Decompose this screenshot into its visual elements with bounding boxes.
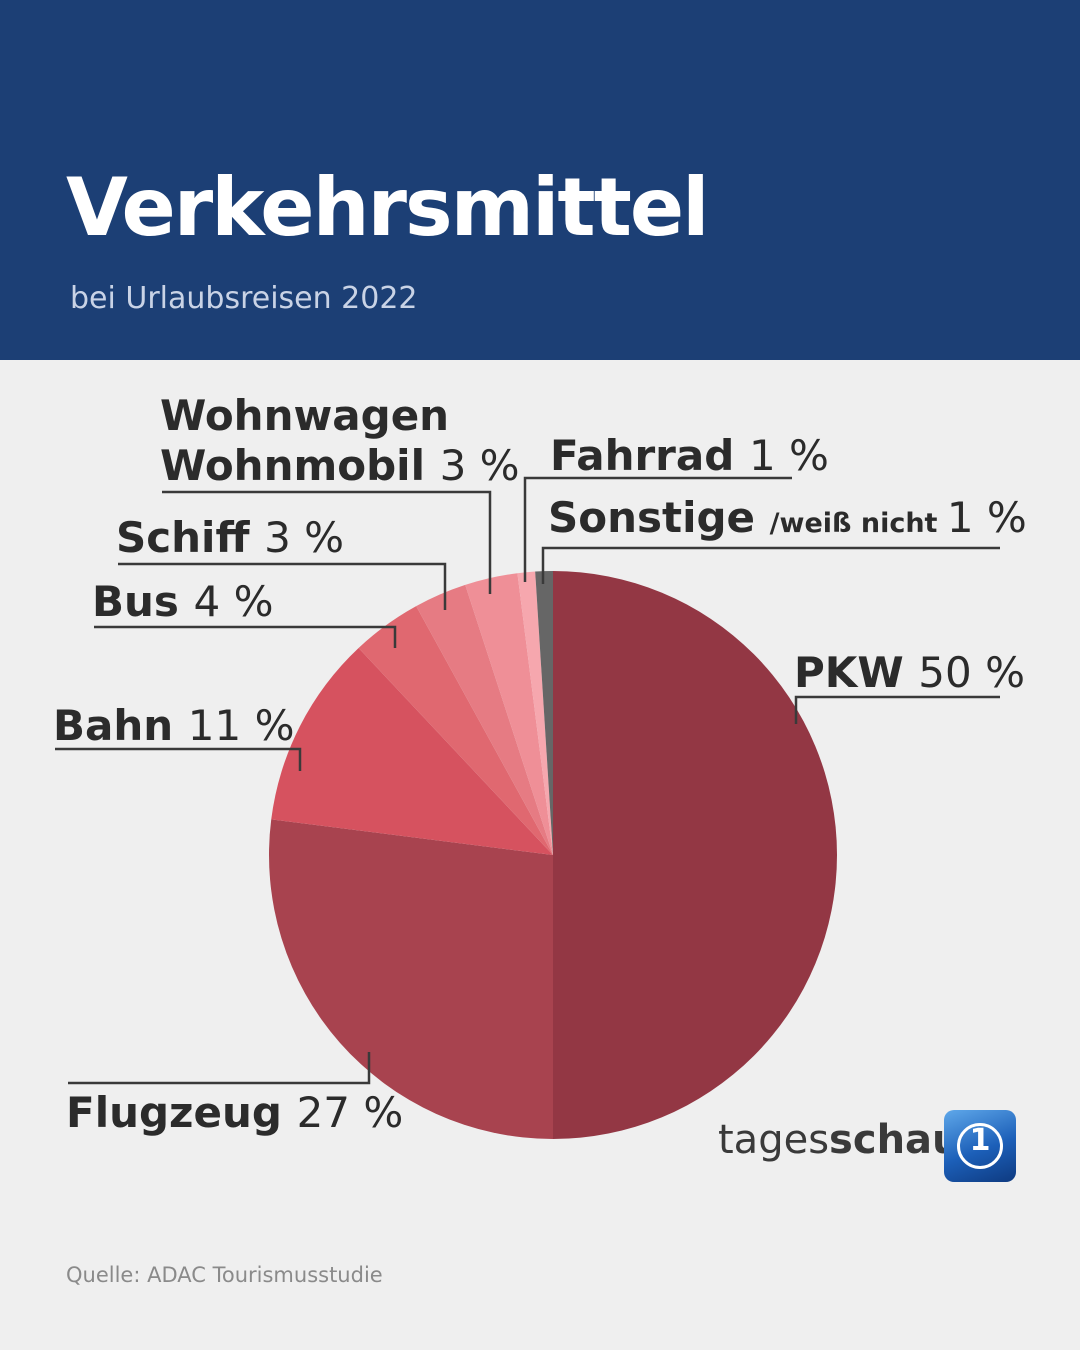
slice-value-bahn: 11 % [188, 701, 295, 750]
leader-line-flugzeug [68, 1052, 371, 1085]
pie-slice-sonstige-weiss-nicht [535, 571, 553, 855]
slice-value-bus: 4 % [194, 577, 274, 626]
pie-slice-flugzeug [269, 819, 553, 1139]
slice-value-fahrrad: 1 % [749, 431, 829, 480]
slice-value-schiff: 3 % [264, 513, 344, 562]
slice-value-wohnwagen-wohnmobil: 3 % [440, 441, 520, 490]
pie-slice-wohnwagen-wohnmobil [465, 573, 553, 855]
slice-label-flugzeug: Flugzeug 27 % [66, 1088, 403, 1137]
slice-label-wohnwagen-wohnmobil: Wohnmobil 3 % [160, 441, 520, 490]
brand-wordmark: tagesschau [718, 1120, 961, 1160]
slice-label-bahn: Bahn 11 % [53, 701, 294, 750]
pie-slice-pkw [553, 571, 837, 1139]
logo-number: 1 [969, 1123, 991, 1158]
leader-line-pkw [794, 695, 1000, 724]
tagesschau-logo-icon: 1 [944, 1110, 1016, 1182]
slice-label-schiff: Schiff 3 % [116, 513, 344, 562]
slice-value-flugzeug: 27 % [297, 1088, 404, 1137]
pie-chart: PKW 50 % Flugzeug 27 % Bahn 11 % Bus 4 % Sch… [53, 391, 1027, 1139]
leader-line-schiff [118, 562, 447, 610]
slice-label-wohnwagen-wohnmobil-line1: Wohnwagen [160, 391, 449, 440]
leader-line-bahn [55, 747, 302, 771]
logo-ring [957, 1123, 1003, 1169]
leader-line-sonstige-weiss-nicht [541, 546, 1000, 584]
slice-value-pkw: 50 % [918, 648, 1025, 697]
brand-name-light: tages [718, 1117, 830, 1163]
pie-slice-schiff [416, 584, 553, 855]
slice-value-sonstige-weiss-nicht: 1 % [947, 493, 1027, 542]
chart-subtitle: bei Urlaubsreisen 2022 [70, 281, 418, 316]
leader-line-bus [94, 625, 397, 648]
slice-label-pkw: PKW 50 % [794, 648, 1025, 697]
source-note: Quelle: ADAC Tourismusstudie [66, 1263, 383, 1287]
chart-title: Verkehrsmittel [66, 161, 710, 254]
slice-label-sonstige-weiss-nicht: Sonstige /weiß nicht 1 % [548, 493, 1027, 542]
leader-line-fahrrad [523, 476, 792, 582]
pie-slice-bus [358, 606, 553, 855]
brand-name-bold: schau [829, 1117, 961, 1163]
pie-slice-bahn [271, 647, 553, 855]
pie-slice-fahrrad [517, 571, 553, 855]
slice-label-fahrrad: Fahrrad 1 % [550, 431, 829, 480]
header-banner: Verkehrsmittel bei Urlaubsreisen 2022 [0, 0, 1080, 360]
slice-label-bus: Bus 4 % [92, 577, 274, 626]
leader-line-wohnwagen-wohnmobil [162, 490, 492, 594]
